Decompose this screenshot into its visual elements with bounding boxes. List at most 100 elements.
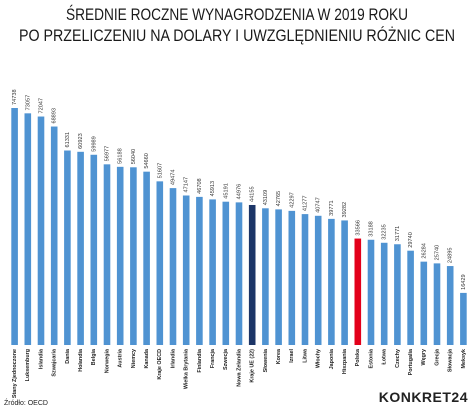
bar bbox=[314, 215, 322, 345]
bar bbox=[460, 292, 467, 345]
bar bbox=[262, 208, 269, 345]
x-tick-label: Belgia bbox=[91, 348, 97, 365]
x-tick-label: Włochy bbox=[316, 349, 322, 368]
bar bbox=[235, 202, 243, 345]
bar bbox=[169, 188, 177, 345]
value-label: 56188 bbox=[118, 148, 124, 164]
x-tick-label: Kraje OECD bbox=[157, 349, 163, 380]
value-label: 47147 bbox=[184, 177, 190, 193]
value-label: 45191 bbox=[223, 183, 229, 199]
value-label: 72047 bbox=[38, 98, 44, 114]
value-label: 33566 bbox=[355, 220, 361, 236]
bar bbox=[433, 263, 441, 345]
bar bbox=[288, 210, 296, 345]
x-tick-label: Japonia bbox=[329, 348, 335, 369]
x-tick-label: Grecja bbox=[434, 348, 440, 366]
x-tick-label: Polska bbox=[355, 348, 361, 366]
value-label: 32235 bbox=[382, 224, 388, 240]
x-tick-label: Łotwa bbox=[382, 348, 388, 365]
bar bbox=[222, 201, 230, 345]
x-tick-label: Kanada bbox=[144, 348, 150, 368]
x-tick-label: Słowacja bbox=[448, 348, 454, 372]
bar bbox=[103, 164, 111, 345]
bar bbox=[143, 171, 150, 345]
value-label: 26284 bbox=[421, 243, 427, 259]
bar bbox=[407, 250, 414, 345]
value-label: 41277 bbox=[302, 196, 308, 212]
value-label: 73057 bbox=[25, 95, 31, 111]
source: Źródło: OECD bbox=[4, 398, 48, 407]
x-tick-label: Kraje UE (22) bbox=[250, 349, 256, 383]
value-label: 39771 bbox=[329, 200, 335, 216]
value-label: 56040 bbox=[131, 149, 137, 165]
value-label: 16429 bbox=[461, 274, 467, 290]
chart-title: PO PRZELICZENIU NA DOLARY I UWZGLĘDNIENI… bbox=[19, 26, 455, 45]
bar bbox=[394, 244, 401, 345]
x-tick-label: Islandia bbox=[38, 348, 44, 369]
bar bbox=[248, 204, 256, 345]
value-label: 44976 bbox=[236, 184, 242, 200]
value-label: 33188 bbox=[368, 221, 374, 237]
x-tick-label: Litwa bbox=[302, 348, 308, 363]
bar bbox=[196, 196, 203, 345]
bar bbox=[156, 181, 164, 345]
value-label: 42765 bbox=[276, 191, 282, 207]
x-tick-label: Irlandia bbox=[170, 348, 176, 368]
x-tick-label: Czechy bbox=[395, 349, 401, 368]
bar bbox=[11, 108, 18, 345]
bar bbox=[116, 166, 124, 345]
value-label: 61331 bbox=[65, 132, 71, 148]
x-tick-label: Korea bbox=[276, 348, 282, 364]
x-tick-label: Portugalia bbox=[408, 348, 414, 375]
value-label: 44155 bbox=[250, 186, 256, 202]
value-label: 56977 bbox=[104, 146, 110, 162]
x-tick-label: Słowenia bbox=[263, 348, 269, 372]
value-label: 25740 bbox=[434, 245, 440, 261]
bar bbox=[37, 116, 45, 345]
value-label: 49474 bbox=[170, 170, 176, 186]
value-label: 43109 bbox=[263, 190, 269, 206]
bar bbox=[341, 220, 348, 345]
bar bbox=[301, 214, 309, 345]
logo: KONKRET24 bbox=[379, 389, 468, 405]
value-label: 68893 bbox=[52, 108, 58, 124]
value-label: 24895 bbox=[448, 247, 454, 263]
value-label: 51607 bbox=[157, 163, 163, 179]
bar bbox=[380, 242, 388, 345]
x-tick-label: Nowa Zelandia bbox=[236, 348, 242, 387]
bar bbox=[130, 167, 137, 345]
bar bbox=[420, 261, 428, 345]
bar bbox=[64, 150, 71, 345]
x-tick-label: Szwajcaria bbox=[52, 348, 58, 377]
x-tick-label: Wielka Brytania bbox=[184, 348, 190, 389]
x-tick-label: Hiszpania bbox=[342, 348, 348, 374]
bar bbox=[90, 154, 98, 345]
value-label: 60923 bbox=[78, 133, 84, 149]
x-tick-label: Stany Zjednoczone bbox=[12, 349, 18, 398]
x-tick-label: Luksemburg bbox=[25, 349, 31, 381]
chart-title: ŚREDNIE ROCZNE WYNAGRODZENIA W 2019 ROKU bbox=[66, 5, 408, 24]
bar bbox=[367, 239, 375, 345]
value-label: 40747 bbox=[316, 197, 322, 213]
bar bbox=[446, 266, 454, 345]
bar bbox=[182, 195, 190, 345]
x-tick-label: Niemcy bbox=[131, 349, 137, 368]
bar bbox=[354, 238, 362, 345]
bar bbox=[50, 126, 58, 346]
x-tick-label: Węgry bbox=[421, 349, 427, 365]
bar bbox=[24, 113, 32, 345]
x-tick-label: Finlandia bbox=[197, 348, 203, 373]
value-label: 31771 bbox=[395, 226, 401, 242]
x-tick-label: Francja bbox=[210, 348, 216, 368]
bar bbox=[328, 218, 335, 345]
x-tick-label: Meksyk bbox=[461, 349, 467, 368]
value-label: 59989 bbox=[91, 136, 97, 152]
value-label: 29740 bbox=[408, 232, 414, 248]
x-tick-label: Szwecja bbox=[223, 348, 229, 370]
value-label: 39282 bbox=[342, 202, 348, 218]
bar bbox=[209, 199, 216, 345]
x-tick-label: Norwegia bbox=[104, 348, 110, 373]
bar bbox=[275, 209, 282, 345]
value-label: 42297 bbox=[289, 192, 295, 208]
